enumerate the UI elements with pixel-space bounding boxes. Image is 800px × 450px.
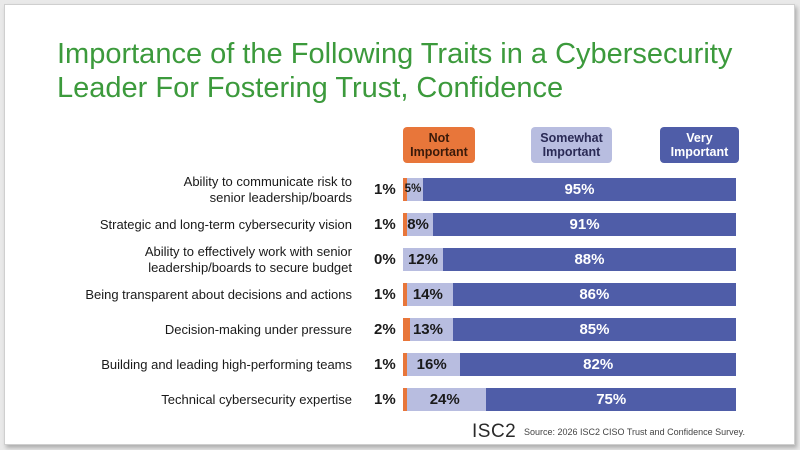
very-important-value-label: 85%: [579, 321, 610, 338]
legend-text-line: Somewhat: [540, 131, 603, 145]
not-important-value-label: 1%: [374, 356, 396, 373]
legend-not-important: Not Important: [403, 127, 475, 163]
bar-not-important: [403, 353, 407, 376]
somewhat-important-value-label: 5%: [404, 183, 422, 195]
not-important-value-label: 1%: [374, 391, 396, 408]
very-important-value-label: 75%: [596, 391, 627, 408]
very-important-value-label: 88%: [574, 251, 605, 268]
not-important-value-label: 1%: [374, 216, 396, 233]
category-label-line: senior leadership/boards: [209, 189, 352, 205]
category-label-line: Technical cybersecurity expertise: [161, 391, 352, 407]
category-label-line: Ability to communicate risk to: [183, 173, 352, 189]
category-label: Ability to communicate risk to senior lea…: [184, 174, 352, 206]
chart-title: Importance of the Following Traits in a …: [57, 38, 733, 104]
bar-somewhat-important: [403, 248, 443, 271]
legend-text-line: Important: [410, 145, 468, 159]
legend-somewhat-important: Somewhat Important: [531, 127, 612, 163]
somewhat-important-value-label: 16%: [416, 356, 447, 373]
very-important-value-label: 91%: [569, 216, 600, 233]
category-label-line: Being transparent about decisions and ac…: [85, 286, 352, 302]
category-label-line: leadership/boards to secure budget: [148, 259, 352, 275]
legend-text-line: Very: [686, 131, 713, 145]
bar-somewhat-important: [403, 178, 423, 201]
bar-very-important: [452, 318, 736, 341]
not-important-value-label: 0%: [374, 251, 396, 268]
bar-somewhat-important: [403, 213, 434, 236]
somewhat-important-value-label: 24%: [429, 391, 460, 408]
category-label: Ability to effectively work with senior l…: [145, 244, 352, 276]
somewhat-important-value-label: 12%: [407, 251, 438, 268]
bar-not-important: [403, 388, 407, 411]
legend-text-line: Not: [428, 131, 450, 145]
category-label: Decision-making under pressure: [165, 322, 352, 338]
not-important-value-label: 1%: [374, 286, 396, 303]
somewhat-important-value-label: 8%: [407, 216, 429, 233]
bar-very-important: [452, 283, 736, 306]
bar-not-important: [403, 318, 410, 341]
not-important-value-label: 1%: [374, 181, 396, 198]
somewhat-important-value-label: 14%: [412, 286, 443, 303]
bar-very-important: [460, 353, 736, 376]
category-label-line: Decision-making under pressure: [164, 321, 352, 337]
slide: Importance of the Following Traits in a …: [4, 4, 795, 445]
bar-not-important: [403, 178, 407, 201]
bar-somewhat-important: [403, 353, 461, 376]
bar-somewhat-important: [403, 318, 453, 341]
bar-somewhat-important: [403, 388, 487, 411]
category-label: Being transparent about decisions and ac…: [85, 287, 352, 303]
category-label: Building and leading high-performing tea…: [101, 357, 352, 373]
category-label-line: Building and leading high-performing tea…: [101, 356, 352, 372]
somewhat-important-value-label: 13%: [412, 321, 443, 338]
bar-very-important: [433, 213, 736, 236]
bar-not-important: [403, 283, 407, 306]
very-important-value-label: 82%: [583, 356, 614, 373]
category-label: Strategic and long-term cybersecurity vi…: [100, 217, 352, 233]
category-label: Technical cybersecurity expertise: [161, 392, 352, 408]
very-important-value-label: 95%: [564, 181, 595, 198]
bar-somewhat-important: [403, 283, 453, 306]
legend-text-line: Important: [542, 145, 601, 159]
category-label-line: Strategic and long-term cybersecurity vi…: [99, 216, 352, 232]
bar-very-important: [442, 248, 736, 271]
not-important-value-label: 2%: [374, 321, 396, 338]
legend-very-important: Very Important: [660, 127, 739, 163]
bar-not-important: [403, 213, 407, 236]
isc2-logo: ISC2: [472, 421, 517, 442]
category-label-line: Ability to effectively work with senior: [144, 243, 352, 259]
legend-text-line: Important: [670, 145, 729, 159]
bar-very-important: [422, 178, 736, 201]
source-note: Source: 2026 ISC2 CISO Trust and Confide…: [524, 427, 745, 437]
bar-very-important: [486, 388, 736, 411]
very-important-value-label: 86%: [579, 286, 610, 303]
